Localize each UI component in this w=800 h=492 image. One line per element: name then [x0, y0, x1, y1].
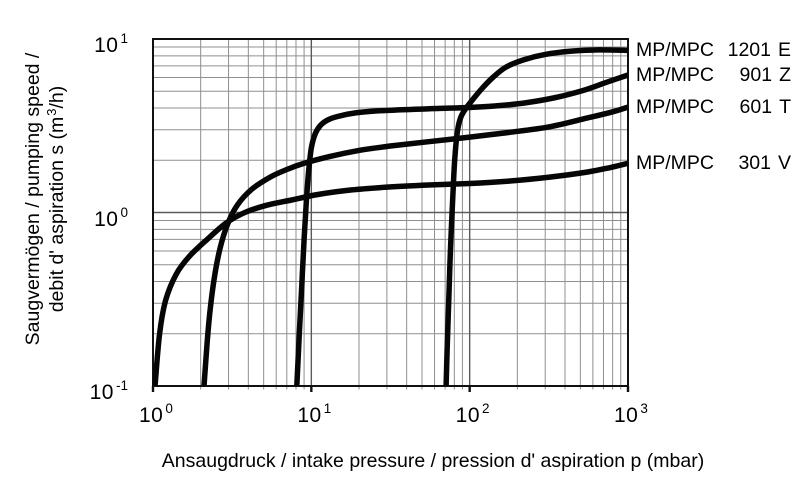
legend-model-suffix: E [777, 39, 791, 62]
y-tick-label-exponent: 0 [120, 204, 128, 220]
legend-model-number: 301 [738, 152, 771, 175]
x-tick-label: 10 0 [139, 401, 173, 430]
x-tick-label: 10 3 [614, 401, 648, 430]
legend-item-mp-mpc-601-t: MP/MPC 601 T [636, 95, 791, 119]
legend-item-mp-mpc-301-v: MP/MPC 301 V [636, 151, 791, 175]
legend-brand: MP/MPC [636, 152, 714, 175]
legend-model-suffix: T [779, 96, 791, 119]
plot-frame [152, 38, 629, 387]
legend-model-number: 1201 [727, 39, 771, 62]
legend-model-suffix: Z [779, 64, 791, 87]
legend-item-mp-mpc-1201-e: MP/MPC 1201 E [636, 38, 791, 62]
x-tick-label-base: 10 [139, 404, 164, 427]
curve-mp-mpc-301-v [152, 160, 629, 387]
legend-model-number: 901 [739, 64, 773, 87]
legend-brand: MP/MPC [636, 39, 714, 62]
x-axis-title: Ansaugdruck / intake pressure / pression… [161, 450, 705, 472]
x-tick-label-exponent: 1 [323, 401, 332, 416]
x-tick-label-exponent: 3 [640, 401, 648, 416]
y-tick-label: 10 0 [36, 204, 128, 234]
y-axis-title: Saugvermögen / pumping speed / debit d' … [21, 53, 71, 346]
y-axis-unit-superscript: 3 [44, 108, 59, 116]
y-tick-label-exponent: -1 [115, 378, 128, 393]
x-tick-label-exponent: 2 [482, 401, 490, 416]
y-tick-label: 10 -1 [36, 378, 128, 407]
legend-model-number: 601 [739, 96, 773, 119]
legend-item-mp-mpc-901-z: MP/MPC 901 Z [636, 63, 791, 87]
y-tick-label-base: 10 [94, 34, 119, 57]
x-tick-label-base: 10 [614, 404, 639, 427]
legend-brand: MP/MPC [636, 96, 714, 119]
y-tick-label-exponent: 1 [120, 31, 128, 46]
curve-mp-mpc-601-t [201, 104, 629, 387]
y-tick-label: 10 1 [36, 31, 128, 60]
y-tick-label-base: 10 [94, 207, 119, 231]
curve-mp-mpc-901-z [294, 72, 629, 387]
y-axis-title-line1: Saugvermögen / pumping speed / [22, 52, 44, 346]
x-tick-label-base: 10 [297, 404, 322, 427]
x-tick-label: 10 1 [297, 401, 332, 430]
y-tick-label-base: 10 [89, 381, 114, 404]
x-tick-label-exponent: 0 [165, 401, 173, 416]
y-axis-title-line2: debit d' aspiration s (m3/h) [44, 85, 68, 313]
x-tick-label: 10 2 [455, 401, 490, 430]
x-tick-label-base: 10 [455, 404, 481, 427]
legend-model-suffix: V [777, 152, 791, 175]
legend-brand: MP/MPC [636, 64, 714, 87]
